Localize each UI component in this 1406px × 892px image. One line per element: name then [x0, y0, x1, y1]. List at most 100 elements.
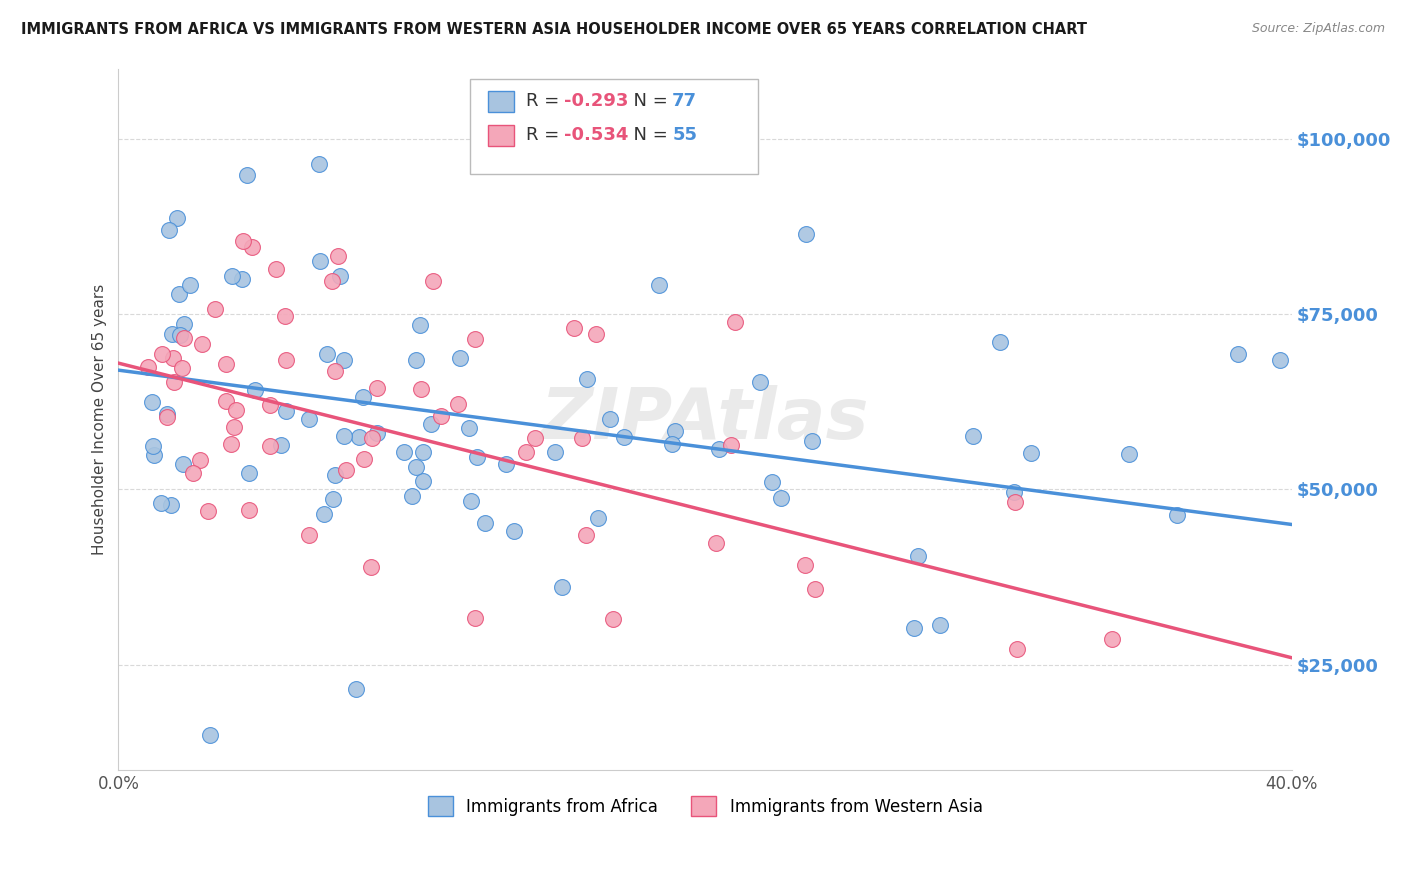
Point	[245, 383, 267, 397]
Point	[576, 372, 599, 386]
Point	[157, 223, 180, 237]
Point	[544, 445, 567, 459]
Point	[599, 412, 621, 426]
Point	[270, 438, 292, 452]
Point	[240, 240, 263, 254]
Point	[298, 412, 321, 426]
Point	[142, 439, 165, 453]
Point	[172, 361, 194, 376]
Point	[612, 429, 634, 443]
Point	[308, 254, 330, 268]
Point	[704, 536, 727, 550]
Point	[238, 467, 260, 481]
Point	[326, 249, 349, 263]
Point	[232, 235, 254, 249]
Point	[333, 352, 356, 367]
Point	[803, 582, 825, 596]
Point	[429, 409, 451, 424]
Text: IMMIGRANTS FROM AFRICA VS IMMIGRANTS FROM WESTERN ASIA HOUSEHOLDER INCOME OVER 6: IMMIGRANTS FROM AFRICA VS IMMIGRANTS FRO…	[21, 22, 1087, 37]
Point	[412, 445, 434, 459]
Point	[162, 326, 184, 341]
Point	[346, 682, 368, 697]
Point	[335, 463, 357, 477]
Point	[460, 493, 482, 508]
Point	[464, 332, 486, 346]
Point	[524, 432, 547, 446]
Point	[648, 278, 671, 293]
Text: 55: 55	[672, 126, 697, 145]
Point	[770, 491, 793, 505]
Point	[298, 528, 321, 542]
Point	[495, 457, 517, 471]
Point	[449, 351, 471, 365]
Point	[411, 382, 433, 396]
Point	[225, 403, 247, 417]
Point	[422, 274, 444, 288]
Point	[515, 445, 537, 459]
Point	[274, 352, 297, 367]
Point	[724, 315, 747, 329]
Point	[259, 439, 281, 453]
FancyBboxPatch shape	[488, 91, 513, 112]
Point	[188, 453, 211, 467]
Point	[179, 277, 201, 292]
Point	[259, 398, 281, 412]
Point	[222, 420, 245, 434]
Legend: Immigrants from Africa, Immigrants from Western Asia: Immigrants from Africa, Immigrants from …	[419, 788, 991, 825]
Point	[360, 560, 382, 574]
Point	[661, 436, 683, 450]
Point	[321, 274, 343, 288]
Point	[800, 434, 823, 449]
Point	[602, 612, 624, 626]
Point	[156, 407, 179, 421]
Point	[314, 507, 336, 521]
Point	[238, 503, 260, 517]
Point	[173, 317, 195, 331]
Point	[274, 310, 297, 324]
Text: R =: R =	[526, 126, 565, 145]
Point	[152, 347, 174, 361]
Point	[903, 621, 925, 635]
Point	[405, 352, 427, 367]
Point	[474, 516, 496, 530]
Text: N =: N =	[621, 93, 673, 111]
Point	[322, 491, 344, 506]
Point	[551, 580, 574, 594]
Point	[323, 364, 346, 378]
Point	[1166, 508, 1188, 522]
Point	[166, 211, 188, 226]
Point	[143, 448, 166, 462]
Point	[236, 168, 259, 182]
Point	[214, 394, 236, 409]
Point	[349, 430, 371, 444]
Point	[353, 451, 375, 466]
Point	[315, 346, 337, 360]
Point	[333, 429, 356, 443]
Point	[366, 425, 388, 440]
Point	[664, 424, 686, 438]
Point	[167, 287, 190, 301]
Point	[585, 326, 607, 341]
Point	[308, 157, 330, 171]
Point	[352, 390, 374, 404]
Text: 77: 77	[672, 93, 697, 111]
Point	[141, 394, 163, 409]
Point	[571, 431, 593, 445]
Point	[1002, 485, 1025, 500]
Text: N =: N =	[621, 126, 673, 145]
Point	[169, 328, 191, 343]
Point	[794, 227, 817, 241]
Point	[794, 558, 817, 573]
Point	[197, 504, 219, 518]
Point	[907, 549, 929, 564]
Point	[361, 431, 384, 445]
Point	[1101, 632, 1123, 646]
Point	[562, 321, 585, 335]
Point	[1227, 347, 1250, 361]
Point	[761, 475, 783, 489]
Point	[219, 437, 242, 451]
Text: R =: R =	[526, 93, 565, 111]
Point	[392, 445, 415, 459]
Point	[191, 337, 214, 351]
Point	[1004, 495, 1026, 509]
